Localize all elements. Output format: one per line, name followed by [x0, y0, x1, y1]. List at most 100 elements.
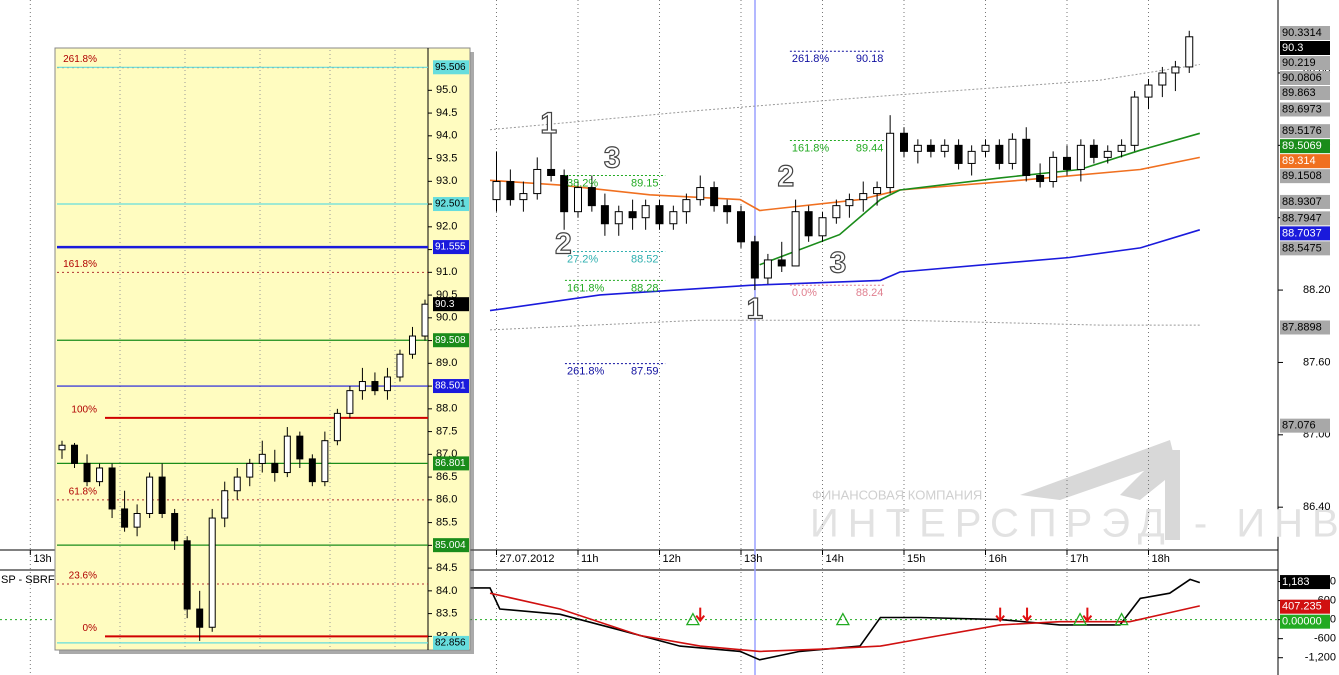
y-tick-label: 87.60	[1303, 356, 1331, 368]
fib-label: 23.6%	[69, 571, 97, 582]
y-tick-label: 88.20	[1303, 284, 1331, 296]
y-tick-label: 94.0	[436, 130, 457, 142]
price-marker-label: 88.5475	[1282, 242, 1322, 254]
candle-body	[371, 381, 379, 392]
buy-signal	[685, 612, 701, 626]
inset-chart: 83.083.584.084.585.085.586.086.587.087.5…	[54, 47, 474, 654]
candle-body	[506, 181, 515, 201]
price-marker-label: 89.314	[1282, 155, 1316, 167]
candle-body	[133, 512, 141, 528]
price-marker-label: 86.801	[435, 458, 466, 469]
fib-label: 61.8%	[69, 486, 97, 497]
y-tick-label: 86.40	[1303, 501, 1331, 513]
candle-body	[913, 144, 922, 152]
candle-body	[1062, 156, 1071, 170]
price-marker-label: 90.219	[1282, 57, 1316, 69]
price-marker	[1280, 320, 1330, 335]
candle-body	[818, 217, 827, 237]
candle-body	[258, 453, 266, 464]
fib-price: 87.59	[631, 366, 659, 378]
price-marker	[433, 538, 469, 553]
fib-price: 89.44	[856, 142, 884, 154]
watermark: ФИНАНСОВАЯ КОМПАНИЯ ИНТЕРСПРЭД - ИНВЕСТ	[810, 440, 1339, 546]
fib-price: 89.15	[631, 177, 659, 189]
candle-body	[873, 187, 882, 195]
price-marker	[433, 197, 469, 212]
candle-body	[845, 199, 854, 207]
price-marker	[1280, 102, 1330, 117]
fib-level: 261.8%	[567, 366, 605, 378]
candle-body	[1036, 174, 1045, 183]
x-tick-label: 12h	[662, 553, 680, 565]
wave-label: 2	[777, 160, 794, 193]
candle-body	[547, 168, 556, 176]
candle-body	[832, 205, 841, 219]
series-line	[489, 156, 1200, 212]
buy-signal	[1114, 612, 1129, 626]
candle-body	[383, 376, 391, 392]
x-tick-label: 13h	[33, 553, 51, 565]
candle-body	[146, 476, 154, 514]
candle-body	[308, 458, 316, 483]
candle-body	[83, 462, 91, 483]
price-marker-label: 91.555	[435, 242, 466, 253]
candle-body	[995, 144, 1004, 164]
candle-body	[333, 412, 341, 442]
price-marker-label: 89.508	[435, 335, 466, 346]
watermark-company: ФИНАНСОВАЯ КОМПАНИЯ	[812, 487, 982, 502]
candle-body	[1117, 144, 1126, 152]
y-tick-label: 84.0	[436, 585, 457, 597]
candle-body	[1076, 144, 1085, 170]
buy-signal	[835, 612, 850, 626]
price-marker	[433, 333, 469, 348]
price-marker-label: 89.863	[1282, 87, 1316, 99]
price-marker	[1280, 139, 1330, 154]
price-marker-label: 92.501	[435, 199, 466, 210]
y-tick-label: -600	[1314, 633, 1336, 645]
price-marker-label: 88.7037	[1282, 227, 1322, 239]
candle-body	[967, 150, 976, 164]
y-tick-label: 94.5	[436, 107, 457, 119]
price-marker-label: 407.235	[1282, 601, 1322, 613]
candle-body	[58, 444, 66, 451]
price-marker	[433, 297, 469, 312]
wave-label: 1	[747, 293, 764, 326]
wave-label: 2	[555, 227, 572, 260]
fib-label: 261.8%	[63, 54, 97, 65]
y-tick-label: 95.0	[436, 84, 457, 96]
y-tick-label: 86.5	[436, 471, 457, 483]
price-marker-label: 90.3314	[1282, 27, 1322, 39]
price-marker-label: 87.076	[1282, 420, 1316, 432]
logo-shape	[1120, 450, 1180, 540]
price-marker-label: 90.0806	[1282, 72, 1322, 84]
candle-body	[271, 462, 279, 474]
candle-body	[791, 211, 800, 267]
price-marker-label: 90.3	[435, 299, 455, 310]
candle-body	[859, 193, 868, 201]
fib-level: 0.0%	[792, 287, 817, 299]
series-line	[489, 229, 1201, 312]
wave-label: 1	[540, 107, 557, 140]
fib-level: 38.2%	[567, 177, 598, 189]
candle-body	[981, 144, 990, 152]
candle-body	[208, 517, 216, 628]
candle-body	[696, 187, 705, 201]
candle-body	[1171, 66, 1180, 74]
y-tick-label: 91.0	[436, 266, 457, 278]
candle-body	[296, 435, 304, 460]
candle-body	[614, 211, 623, 225]
candle-body	[196, 608, 204, 628]
x-tick-label: 15h	[907, 553, 925, 565]
price-marker	[1280, 241, 1330, 256]
price-marker	[1280, 154, 1330, 169]
price-marker-label: 0.00000	[1282, 616, 1322, 628]
y-tick-label: 93.5	[436, 152, 457, 164]
candle-body	[763, 259, 772, 279]
price-marker-label: 89.5069	[1282, 140, 1322, 152]
price-marker	[1280, 124, 1330, 139]
candle-body	[750, 241, 759, 279]
candle-body	[723, 205, 732, 213]
candle-body	[899, 132, 908, 152]
price-marker	[1280, 614, 1330, 629]
